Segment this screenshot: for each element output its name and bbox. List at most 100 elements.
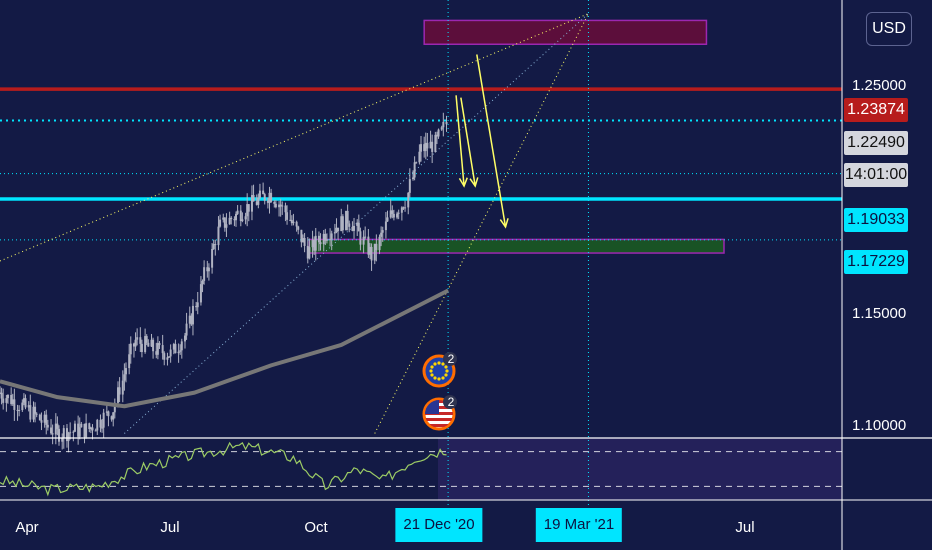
event-badge-us[interactable]: 2	[422, 395, 458, 431]
candle-body	[413, 162, 416, 178]
candle-body	[35, 413, 38, 415]
candle-body	[166, 357, 169, 360]
candle-body	[340, 216, 343, 232]
candle-body	[440, 127, 443, 130]
candle-body	[219, 219, 222, 227]
candle-body	[262, 190, 265, 195]
candle-body	[18, 409, 21, 411]
candle-body	[402, 207, 405, 209]
candle-body	[69, 432, 72, 434]
candle-body	[431, 141, 434, 152]
candle-body	[112, 412, 115, 420]
candle-body	[203, 267, 206, 281]
candle-body	[0, 392, 3, 399]
candle-body	[400, 207, 403, 213]
candle-body	[268, 192, 271, 203]
candle-body	[199, 284, 202, 303]
candle-body	[270, 192, 273, 202]
candle-body	[384, 221, 387, 231]
candle-body	[322, 233, 325, 245]
candle-body	[244, 216, 247, 220]
candle-body	[359, 231, 362, 245]
event-badge-eu[interactable]: 2	[422, 352, 458, 388]
candle-body	[45, 414, 48, 425]
candle-body	[345, 210, 348, 231]
candle-body	[295, 221, 298, 227]
candle-body	[278, 204, 281, 208]
candle-body	[156, 343, 159, 355]
candle-body	[407, 192, 410, 208]
candle-body	[85, 423, 88, 438]
candle-body	[396, 213, 399, 218]
candle-body	[56, 423, 59, 429]
candle-body	[77, 423, 80, 437]
candle-body	[13, 399, 16, 410]
candle-body	[185, 323, 188, 336]
candle-body	[99, 419, 102, 428]
candle-body	[389, 210, 392, 218]
price-tag-support-zone: 1.17229	[844, 250, 908, 274]
candle-body	[196, 302, 199, 308]
candle-body	[161, 345, 164, 354]
candle-body	[412, 177, 415, 180]
price-tick-1-10000: 1.10000	[852, 417, 907, 434]
candle-body	[0, 392, 1, 394]
candle-body	[113, 402, 116, 413]
eu-flag-icon	[422, 352, 457, 388]
candle-body	[239, 210, 242, 222]
candle-body	[61, 437, 64, 442]
candle-body	[21, 402, 24, 411]
price-tick-1-15000: 1.15000	[852, 305, 907, 322]
candle-body	[397, 212, 400, 214]
candle-body	[29, 405, 32, 420]
moving-average-line	[0, 288, 450, 409]
candle-body	[118, 387, 121, 395]
currency-button[interactable]: USD	[866, 12, 912, 46]
candle-body	[140, 343, 143, 353]
candle-body	[300, 229, 303, 243]
candle-body	[266, 200, 269, 203]
candle-body	[225, 224, 228, 228]
projection-arrow-head-3	[499, 218, 509, 229]
candle-body	[207, 267, 210, 272]
candle-body	[123, 374, 126, 381]
candle-body	[150, 339, 153, 347]
candle-body	[188, 315, 191, 324]
candle-body	[147, 342, 150, 347]
candle-body	[134, 339, 137, 347]
candle-body	[62, 428, 65, 438]
candle-body	[195, 305, 198, 308]
candle-body	[333, 232, 336, 234]
candle-body	[38, 414, 41, 421]
oscillator-history-pane	[0, 438, 438, 500]
candle-body	[415, 162, 418, 164]
event-count: 2	[447, 352, 455, 366]
candle-body	[392, 213, 395, 218]
candle-body	[386, 217, 389, 222]
candle-body	[429, 141, 432, 149]
candle-body	[247, 204, 250, 212]
candle-body	[58, 428, 61, 442]
candle-body	[273, 201, 276, 204]
candle-body	[351, 226, 354, 231]
candle-body	[263, 194, 266, 201]
candle-body	[158, 343, 161, 346]
candle-body	[325, 239, 328, 241]
projection-arrow-2	[460, 97, 476, 187]
candle-body	[235, 213, 238, 221]
candle-body	[420, 144, 422, 152]
time-label-oct: Oct	[304, 519, 328, 536]
candle-body	[67, 432, 70, 442]
candle-body	[353, 225, 356, 231]
time-label-apr: Apr	[15, 519, 39, 536]
candle-body	[163, 353, 166, 360]
time-label-jul: Jul	[160, 519, 180, 536]
candle-body	[144, 336, 147, 353]
candle-body	[356, 222, 359, 226]
candle-body	[43, 414, 46, 423]
price-tag-support: 1.19033	[844, 208, 908, 232]
candle-body	[368, 246, 371, 255]
candle-body	[375, 243, 378, 251]
